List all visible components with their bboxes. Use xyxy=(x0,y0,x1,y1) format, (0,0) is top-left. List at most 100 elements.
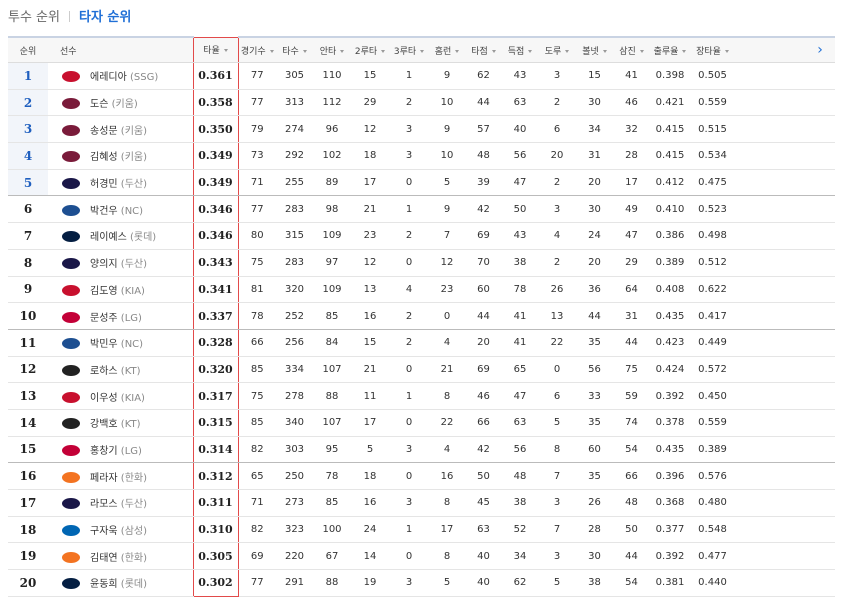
column-header[interactable]: 타율 xyxy=(192,36,239,63)
player-row: 20 윤동희 (롯데) 0.302 77 291 88 19 3 5 40 62 5 38 54 0.381… xyxy=(8,569,835,597)
stat: 0.435 xyxy=(650,436,690,464)
column-label: 3루타 xyxy=(393,46,417,57)
column-header[interactable]: 경기수 xyxy=(238,36,276,63)
spacer xyxy=(735,169,805,197)
stat: 78 xyxy=(238,302,276,330)
stat: 0 xyxy=(429,302,465,330)
team-name: (KIA) xyxy=(120,392,145,404)
stat: 102 xyxy=(313,142,351,170)
sort-icon xyxy=(682,49,687,53)
tab-active[interactable]: 타자 순위 xyxy=(78,10,132,25)
column-header[interactable]: 3루타 xyxy=(389,36,429,63)
team-logo xyxy=(62,284,80,296)
column-header: 순위 xyxy=(8,36,48,63)
stat: 75 xyxy=(613,356,650,384)
rank: 4 xyxy=(8,142,48,170)
stat: 96 xyxy=(313,115,351,144)
stat: 20 xyxy=(576,169,613,197)
spacer xyxy=(805,276,835,304)
stat: 26 xyxy=(538,276,576,304)
stat: 1 xyxy=(389,516,429,544)
column-label: 안타 xyxy=(319,46,337,57)
stat: 1 xyxy=(389,195,429,224)
column-header[interactable]: 장타율 xyxy=(690,36,735,63)
sort-icon xyxy=(269,49,274,53)
column-header[interactable]: 안타 xyxy=(313,36,351,63)
stat: 41 xyxy=(502,329,538,357)
column-header[interactable]: 홈런 xyxy=(429,36,465,63)
stat: 0.477 xyxy=(690,542,735,571)
stat: 0.423 xyxy=(650,329,690,357)
stat: 0.389 xyxy=(650,249,690,277)
stat: 250 xyxy=(276,462,313,490)
separator xyxy=(68,11,70,22)
stat: 71 xyxy=(238,169,276,197)
batting-average: 0.346 xyxy=(192,195,239,224)
spacer xyxy=(805,249,835,277)
stat: 5 xyxy=(538,569,576,597)
team-logo xyxy=(62,444,80,456)
stat: 12 xyxy=(351,249,389,277)
player-row: 3 송성문 (키움) 0.350 79 274 96 12 3 9 57 40 6 34 32 0.415 0… xyxy=(8,115,835,144)
batting-average: 0.317 xyxy=(192,382,239,410)
column-header[interactable]: 2루타 xyxy=(351,36,389,63)
player: 김태연 (한화) xyxy=(48,542,193,571)
stat: 15 xyxy=(351,62,389,90)
team-name: (LG) xyxy=(120,312,142,324)
batting-average: 0.315 xyxy=(192,409,239,437)
spacer xyxy=(805,489,835,517)
rank: 16 xyxy=(8,462,48,490)
next-arrow[interactable]: › xyxy=(817,42,823,58)
column-header[interactable]: 타수 xyxy=(276,36,313,63)
stat: 75 xyxy=(238,249,276,277)
stat: 3 xyxy=(389,142,429,170)
spacer xyxy=(735,329,805,357)
stat: 256 xyxy=(276,329,313,357)
stat: 320 xyxy=(276,276,313,304)
stat: 2 xyxy=(389,329,429,357)
stat: 20 xyxy=(576,249,613,277)
stat: 23 xyxy=(351,222,389,250)
team-name: (키움) xyxy=(120,125,147,137)
column-header[interactable]: 삼진 xyxy=(613,36,650,63)
stat: 41 xyxy=(502,302,538,330)
stat: 44 xyxy=(576,302,613,330)
stat: 34 xyxy=(502,542,538,571)
team-logo xyxy=(62,418,80,430)
column-header[interactable]: 득점 xyxy=(502,36,538,63)
player-name: 양의지 xyxy=(90,259,118,271)
sort-icon xyxy=(639,49,644,53)
rank: 14 xyxy=(8,409,48,437)
stat: 0.377 xyxy=(650,516,690,544)
tab[interactable]: 투수 순위 xyxy=(8,10,60,25)
team-logo xyxy=(62,178,80,190)
stat: 52 xyxy=(502,516,538,544)
rank: 3 xyxy=(8,115,48,144)
player-name: 허경민 xyxy=(90,179,118,191)
stat: 12 xyxy=(351,115,389,144)
spacer xyxy=(735,356,805,384)
batting-average: 0.349 xyxy=(192,169,239,197)
header-row: 순위 선수 타율 경기수 타수 안타 2루타 3루타 홈런 타점 득점 도루 볼넷 삼진 출루율 장타율 › xyxy=(8,36,835,63)
stat: 0.622 xyxy=(690,276,735,304)
sort-icon xyxy=(602,49,607,53)
stat: 85 xyxy=(313,489,351,517)
stat: 0 xyxy=(389,249,429,277)
player-row: 15 홍창기 (LG) 0.314 82 303 95 5 3 4 42 56 8 60 54 0.435 0… xyxy=(8,436,835,464)
column-header[interactable]: 출루율 xyxy=(650,36,690,63)
sort-icon xyxy=(528,49,533,53)
column-header[interactable]: 도루 xyxy=(538,36,576,63)
stat: 18 xyxy=(351,142,389,170)
stat: 110 xyxy=(313,62,351,90)
stat: 54 xyxy=(613,569,650,597)
column-header[interactable]: 타점 xyxy=(465,36,502,63)
sort-icon xyxy=(724,49,729,53)
stat: 315 xyxy=(276,222,313,250)
stat: 48 xyxy=(613,489,650,517)
stat: 35 xyxy=(576,329,613,357)
stat: 47 xyxy=(502,169,538,197)
column-header[interactable]: 볼넷 xyxy=(576,36,613,63)
next-button-cell[interactable]: › xyxy=(805,36,835,63)
player-row: 14 강백호 (KT) 0.315 85 340 107 17 0 22 66 63 5 35 74 0.3… xyxy=(8,409,835,437)
